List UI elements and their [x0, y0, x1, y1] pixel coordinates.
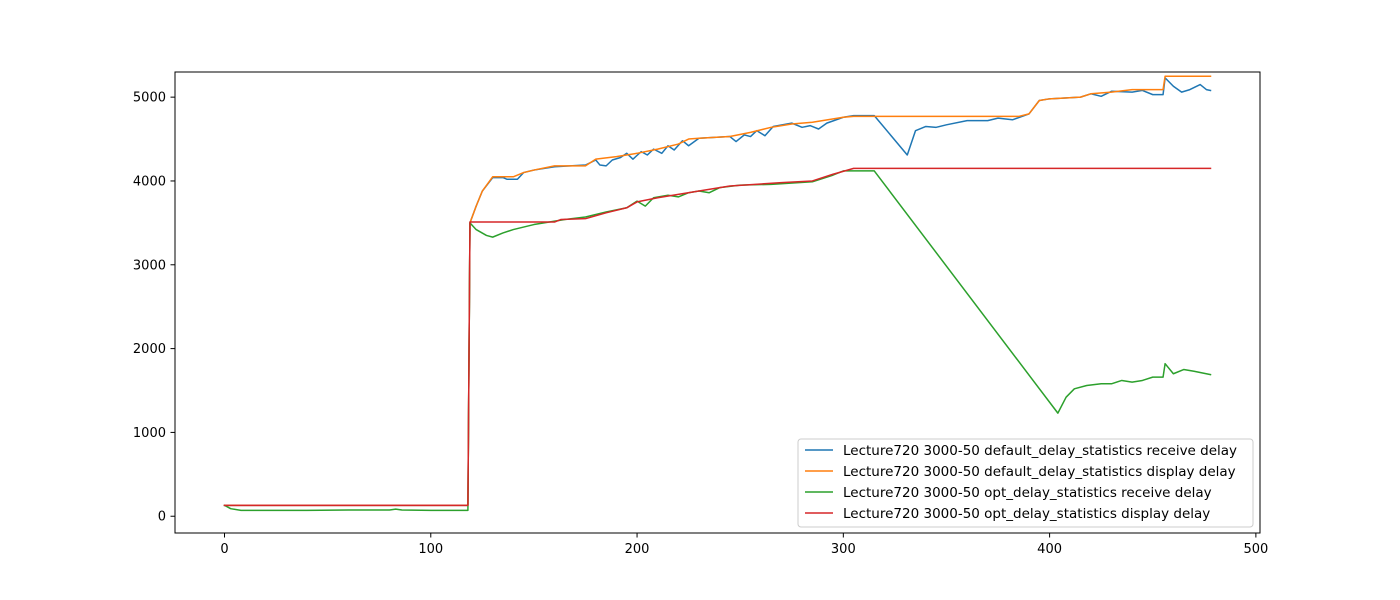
x-tick-label: 300 — [831, 542, 856, 557]
y-tick-label: 3000 — [133, 258, 166, 273]
legend-entry-3: Lecture720 3000-50 opt_delay_statistics … — [805, 485, 1212, 501]
x-axis: 0 100 200 300 400 500 — [220, 533, 1268, 557]
x-tick-label: 400 — [1037, 542, 1062, 557]
series-line-3 — [223, 170, 1212, 512]
series-layer — [223, 75, 1212, 512]
series-line-2 — [223, 75, 1212, 507]
y-tick-label: 1000 — [133, 426, 166, 441]
legend-entry-1: Lecture720 3000-50 default_delay_statist… — [805, 443, 1237, 459]
x-tick-label: 100 — [418, 542, 443, 557]
legend-box — [797, 438, 1254, 528]
plot-frame — [174, 71, 1261, 534]
legend-label: Lecture720 3000-50 default_delay_statist… — [843, 464, 1236, 480]
y-tick-label: 5000 — [133, 91, 166, 106]
legend-entry-4: Lecture720 3000-50 opt_delay_statistics … — [805, 506, 1210, 522]
y-tick-label: 2000 — [133, 342, 166, 357]
x-tick-label: 500 — [1243, 542, 1268, 557]
legend-label: Lecture720 3000-50 default_delay_statist… — [843, 443, 1237, 459]
x-tick-label: 0 — [220, 542, 228, 557]
plot-area — [174, 71, 1261, 534]
legend-label: Lecture720 3000-50 opt_delay_statistics … — [843, 485, 1212, 501]
legend-entry-2: Lecture720 3000-50 default_delay_statist… — [805, 464, 1236, 480]
series-line-4 — [223, 167, 1212, 507]
x-tick-label: 200 — [625, 542, 650, 557]
y-tick-label: 4000 — [133, 174, 166, 189]
legend: Lecture720 3000-50 default_delay_statist… — [797, 438, 1254, 528]
y-axis: 0 1000 2000 3000 4000 5000 — [133, 91, 175, 525]
legend-label: Lecture720 3000-50 opt_delay_statistics … — [843, 506, 1210, 522]
y-tick-label: 0 — [158, 510, 166, 525]
